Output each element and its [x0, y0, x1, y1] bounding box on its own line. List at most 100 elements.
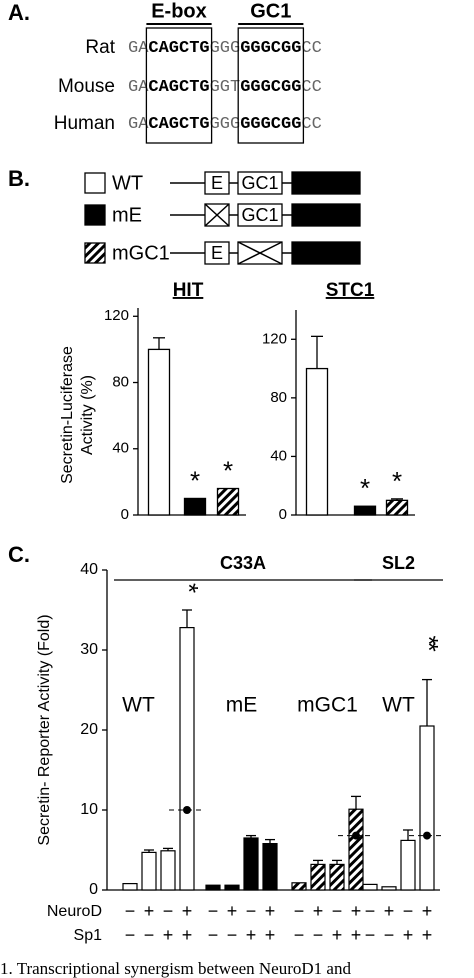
significance-mark: * [174, 583, 204, 593]
sequence-segment: CAGCTG [148, 78, 209, 97]
construct-box [291, 171, 361, 195]
bar [310, 863, 326, 891]
bar [262, 842, 278, 891]
construct-box [291, 203, 361, 227]
bar [216, 487, 240, 516]
bar [147, 348, 171, 516]
legend-swatch [84, 172, 106, 194]
sequence-segment: GA [128, 78, 149, 97]
construct-box [237, 203, 283, 227]
bar [353, 505, 377, 516]
condition-sign: + [163, 925, 174, 945]
significance-mark: * [392, 466, 402, 496]
bar [348, 808, 364, 891]
bracket-label: C33A [220, 553, 266, 573]
species-label: Mouse [58, 76, 115, 97]
condition-sign: + [332, 925, 343, 945]
group-label: WT [122, 694, 155, 717]
construct-label: LUC [309, 205, 344, 224]
condition-sign: + [351, 925, 362, 945]
condition-sign: + [182, 901, 193, 921]
condition-sign: − [208, 901, 219, 921]
bar [179, 626, 195, 891]
motif-box [145, 27, 213, 144]
condition-sign: + [384, 901, 395, 921]
motif-header: E-box [151, 0, 207, 22]
panel-label: C. [8, 542, 30, 567]
sequence-segment: CC [301, 78, 321, 97]
condition-sign: + [227, 901, 238, 921]
expected-dot [352, 831, 360, 840]
bar [419, 725, 435, 891]
condition-sign: − [163, 901, 174, 921]
bar [291, 882, 307, 891]
condition-sign: − [365, 901, 376, 921]
significance-mark: * [223, 455, 233, 485]
y-axis-label: Activity (%) [79, 375, 96, 455]
bar [385, 499, 409, 516]
expected-dot [183, 806, 191, 814]
y-tick-label: 0 [89, 881, 98, 898]
sequence-segment: GGGCGG [240, 78, 301, 97]
bar [141, 851, 157, 891]
significance-mark: * [360, 473, 370, 503]
sequence-segment: CC [301, 39, 321, 58]
condition-sign: + [246, 925, 257, 945]
sequence-segment: CAGCTG [148, 115, 209, 134]
legend-swatch [84, 242, 106, 264]
condition-name: NeuroD [47, 903, 102, 920]
y-tick-label: 30 [80, 641, 98, 658]
construct-box [237, 171, 283, 195]
condition-name: Sp1 [74, 927, 103, 944]
condition-sign: − [332, 901, 343, 921]
condition-sign: − [294, 925, 305, 945]
condition-sign: − [294, 901, 305, 921]
condition-sign: − [125, 925, 136, 945]
sequence-segment: GGT [210, 78, 241, 97]
legend-swatch [84, 204, 106, 226]
species-label: Rat [85, 37, 115, 58]
condition-sign: + [351, 901, 362, 921]
condition-sign: + [144, 901, 155, 921]
bar [183, 497, 207, 516]
significance-mark: ** [414, 635, 444, 651]
construct-label: GC1 [241, 205, 278, 225]
bar [205, 884, 221, 891]
condition-sign: − [144, 925, 155, 945]
mutation-cross [237, 241, 283, 265]
condition-sign: − [246, 901, 257, 921]
bar [305, 367, 329, 516]
panel-label: B. [8, 166, 30, 191]
sequence-segment: CC [301, 115, 321, 134]
sequence-segment: GGG [210, 115, 241, 134]
condition-sign: + [422, 901, 433, 921]
construct-label: GC1 [241, 173, 278, 193]
condition-sign: + [265, 901, 276, 921]
mutation-cross [204, 203, 230, 227]
legend-label: mE [112, 204, 142, 226]
panel-label: A. [8, 0, 30, 25]
y-tick-label: 0 [121, 506, 129, 523]
y-tick-label: 40 [270, 447, 287, 464]
bar [400, 839, 416, 891]
bar [160, 850, 176, 891]
construct-label: LUC [309, 173, 344, 192]
condition-sign: + [313, 901, 324, 921]
bar [381, 886, 397, 891]
chart-title: HIT [173, 280, 204, 301]
sequence: GACAGCTGGGTGGGCGGCC [128, 78, 322, 97]
sequence-segment: GGG [210, 39, 241, 58]
bar [362, 883, 378, 891]
sequence-segment: CAGCTG [148, 39, 209, 58]
condition-sign: + [182, 925, 193, 945]
condition-sign: − [384, 925, 395, 945]
construct-label: E [211, 243, 223, 263]
sequence-segment: GA [128, 39, 149, 58]
y-tick-label: 120 [104, 307, 129, 324]
y-tick-label: 120 [262, 330, 287, 347]
bar [243, 837, 259, 891]
bar [122, 882, 138, 891]
sequence-segment: GGGCGG [240, 115, 301, 134]
